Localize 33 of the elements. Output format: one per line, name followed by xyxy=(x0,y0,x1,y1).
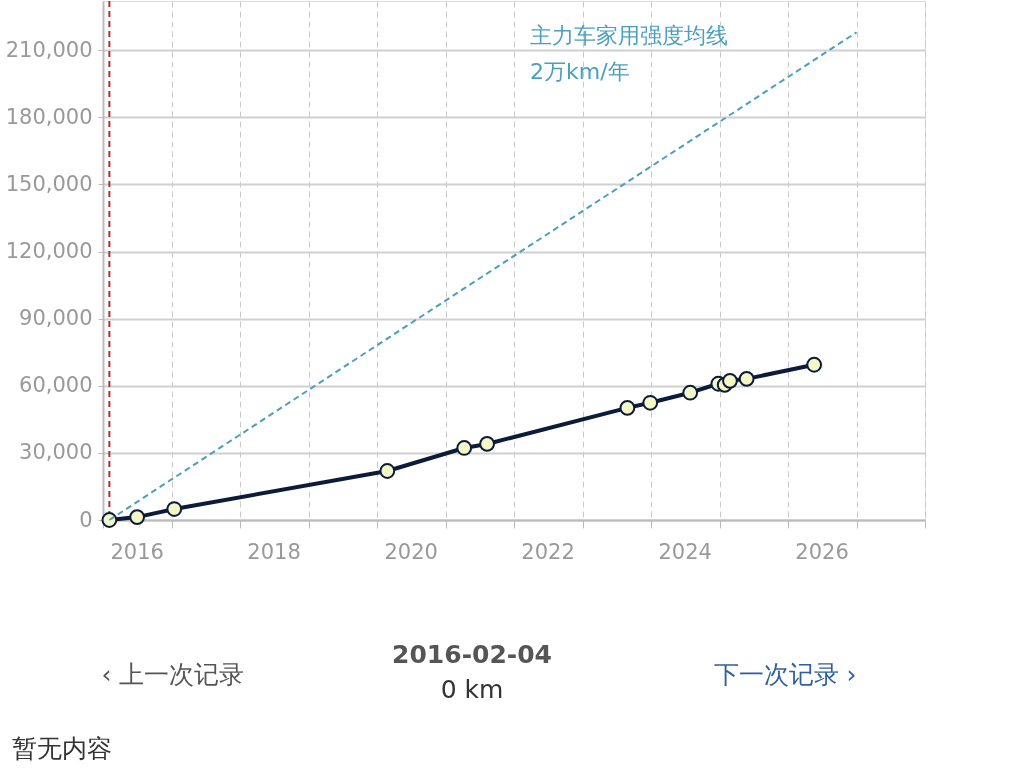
x-tick-label: 2022 xyxy=(521,540,575,564)
text: 2016-02-04 xyxy=(392,640,552,669)
y-tick-label: 150,000 xyxy=(5,171,93,196)
point xyxy=(456,440,473,456)
annotation: 2万km/年 xyxy=(530,59,630,84)
text: 0 km xyxy=(440,675,504,704)
y-tick-label: 180,000 xyxy=(5,104,93,129)
point xyxy=(806,356,823,373)
point xyxy=(129,509,146,525)
point xyxy=(722,372,738,389)
y-tick-label: 90,000 xyxy=(19,306,93,331)
y-tick-label: 60,000 xyxy=(19,373,93,398)
y-tick-label: 120,000 xyxy=(5,239,93,264)
text: ‹ 上一次记录 xyxy=(101,660,245,689)
text: 暂无内容 xyxy=(12,734,112,763)
point xyxy=(642,394,659,411)
point xyxy=(479,436,495,452)
point xyxy=(166,501,183,517)
point xyxy=(738,370,755,387)
text: 主力车家用强度均线 xyxy=(530,23,728,48)
x-tick-label: 2020 xyxy=(384,540,438,564)
point xyxy=(379,463,396,479)
x-tick-label: 2026 xyxy=(795,540,849,564)
x-tick-label: 2016 xyxy=(110,540,164,564)
text: 下一次记录 › xyxy=(713,660,857,689)
point xyxy=(682,384,699,401)
y-tick-label: 210,000 xyxy=(5,37,93,62)
x-tick-label: 2018 xyxy=(247,540,301,564)
point xyxy=(101,512,118,528)
point xyxy=(619,400,636,416)
x-tick-label: 2024 xyxy=(658,540,712,564)
y-tick-label: 0 xyxy=(79,507,93,532)
y-tick-label: 30,000 xyxy=(19,440,93,465)
